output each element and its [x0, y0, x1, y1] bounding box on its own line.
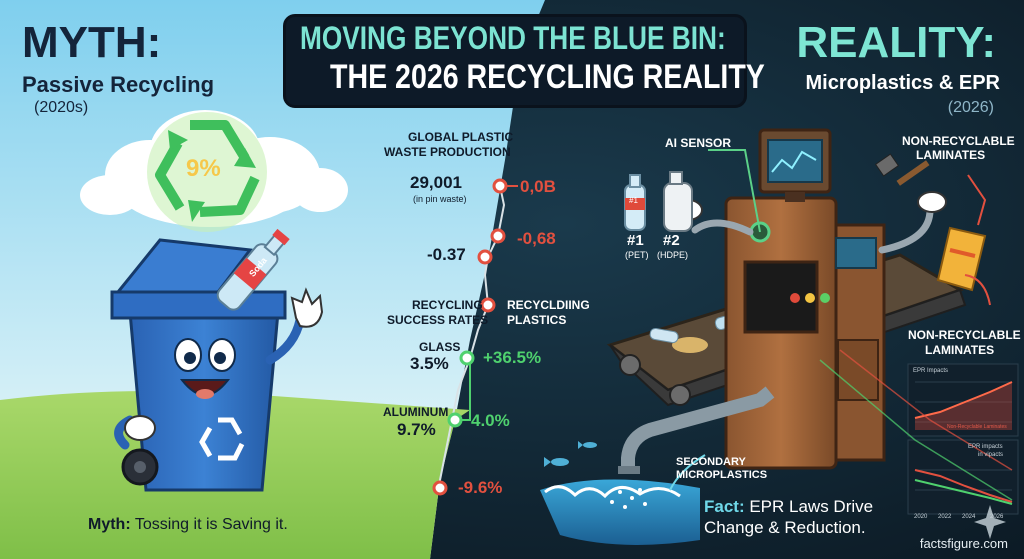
glass-change: +36.5%	[483, 348, 542, 367]
mini-year-3: 2024	[962, 514, 976, 520]
right-label-2: PLASTICS	[507, 313, 567, 327]
pet-bottle-mark: #1	[629, 196, 638, 205]
mini-year-2: 2022	[938, 514, 952, 520]
title-line-2: THE 2026 RECYCLING REALITY	[330, 58, 765, 96]
non-recyclable-label-bottom: NON-RECYCLABLE	[908, 328, 1021, 342]
glass-value: 3.5%	[410, 354, 449, 373]
myth-subtitle: Passive Recycling	[22, 72, 215, 97]
myth-caption-bold: Myth:	[88, 516, 131, 533]
micro-label-2: MICROPLASTICS	[676, 469, 768, 481]
hdpe-code: (HDPE)	[657, 250, 688, 260]
fact-line-2: Change & Reduction.	[704, 518, 866, 537]
global-value: 29,001	[410, 173, 462, 192]
mini-chart-bottom-title-2: in vipacts	[978, 452, 1004, 458]
micro-label-1: SECONDARY	[676, 456, 746, 468]
snack-bag	[936, 226, 987, 292]
timeline-node	[490, 228, 506, 244]
timeline-node	[480, 297, 496, 313]
mini-chart-top-caption: Non-Recyclable Laminates	[947, 424, 1007, 430]
ocean-splash	[540, 479, 700, 545]
arrow	[967, 174, 987, 226]
soda-bottle	[216, 228, 290, 311]
myth-caption: Myth: Tossing it is Saving it.	[88, 516, 288, 534]
fact-line-1: EPR Laws Drive	[744, 497, 874, 516]
drain-pipe	[618, 386, 775, 474]
fish-icon	[544, 441, 597, 467]
global-right-value: 0,0B	[520, 177, 556, 196]
laminates-label-top: LAMINATES	[916, 148, 986, 162]
mini-chart-bottom-title-1: EPR impacts	[968, 444, 1003, 450]
pet-bottle	[624, 174, 646, 231]
timeline-node	[432, 480, 448, 496]
glass-label: GLASS	[419, 340, 461, 354]
aluminum-change: 4.0%	[471, 411, 510, 430]
myth-heading: MYTH:	[22, 18, 162, 67]
myth-year: (2020s)	[34, 99, 89, 116]
title-box	[283, 14, 747, 108]
timeline-node	[477, 249, 493, 265]
timeline-node	[492, 178, 508, 194]
reality-year: (2026)	[947, 99, 994, 116]
success-label-2: SUCCESS RATES	[387, 313, 489, 327]
robot-arm-right	[878, 191, 947, 254]
arrow	[964, 274, 991, 306]
bottom-change: -9.6%	[458, 478, 503, 497]
hdpe-jug	[663, 171, 693, 232]
right-label-1: RECYCLDIING	[507, 298, 590, 312]
brand-watermark: factsfigure.com	[919, 536, 1008, 551]
aluminum-label: ALUMINUM	[383, 405, 449, 419]
hammer-icon	[874, 153, 930, 186]
aluminum-value: 9.7%	[397, 420, 436, 439]
hdpe-number: #2	[663, 232, 680, 249]
title-line-1: MOVING BEYOND THE BLUE BIN:	[300, 20, 726, 56]
sparkle-icon	[974, 505, 1006, 539]
success-label-1: RECYCLING	[412, 298, 483, 312]
fact-bold: Fact:	[704, 497, 745, 516]
fact-text: Fact: EPR Laws Drive Change & Reduction.	[704, 496, 873, 538]
mini-chart-top-title: EPR Impacts	[913, 368, 949, 374]
pet-number: #1	[627, 232, 644, 249]
global-sub: (in pin waste)	[413, 194, 467, 204]
global-label-1: GLOBAL PLASTIC	[408, 130, 514, 144]
row2-left-value: -0.37	[427, 245, 466, 264]
row2-right-value: -0,68	[517, 229, 556, 248]
mini-year-4: 2026	[990, 514, 1004, 520]
reality-heading: REALITY:	[796, 18, 996, 67]
global-label-2: WASTE PRODUCTION	[384, 145, 511, 159]
timeline-node	[447, 412, 463, 428]
ai-sensor-label: AI SENSOR	[665, 136, 732, 150]
timeline-node	[459, 350, 475, 366]
myth-caption-text: Tossing it is Saving it.	[130, 516, 288, 533]
reality-subtitle: Microplastics & EPR	[805, 72, 1000, 94]
recycle-percent: 9%	[186, 155, 221, 182]
sensor-line	[708, 149, 761, 233]
sorting-machine	[724, 128, 886, 470]
epr-impacts-chart	[907, 363, 1019, 437]
mini-year-1: 2020	[914, 514, 928, 520]
non-recyclable-label-top: NON-RECYCLABLE	[902, 134, 1015, 148]
pet-code: (PET)	[625, 250, 649, 260]
laminates-label-bottom: LAMINATES	[925, 343, 995, 357]
recycle-icon	[147, 112, 267, 232]
